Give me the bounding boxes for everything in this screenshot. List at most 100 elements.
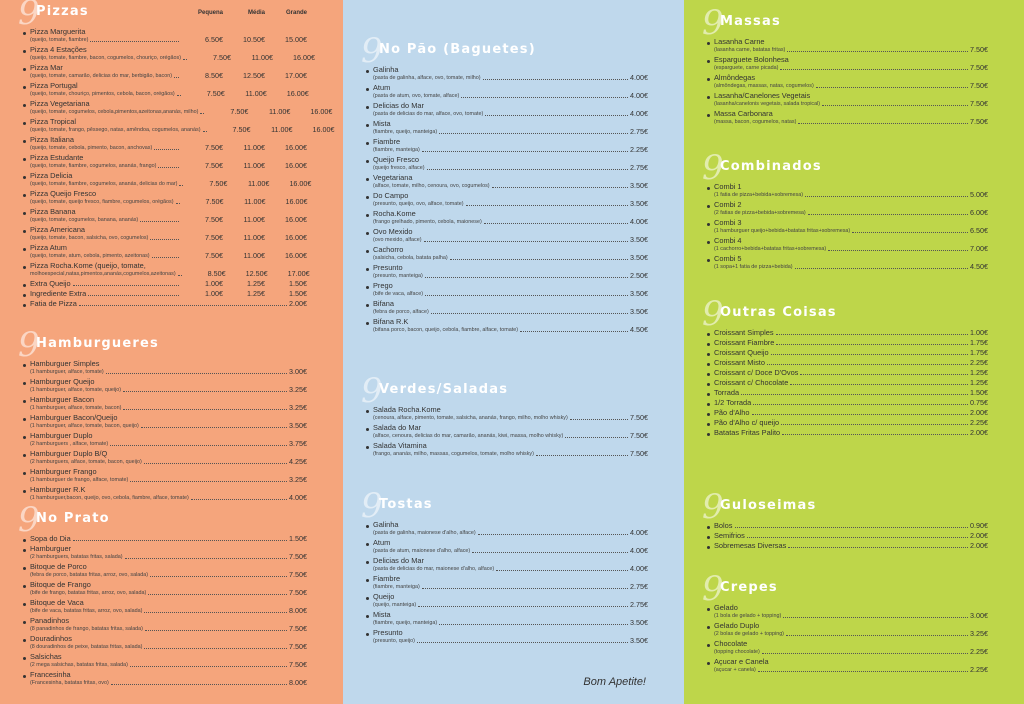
item-description: (1 hamburguer, alface, tomate, queijo) (30, 387, 122, 393)
section-tostas: 9 Tostas Galinha (pasta de galinha, maion… (361, 489, 648, 647)
price-small: 7.50€ (205, 161, 223, 170)
dot-leader (734, 527, 968, 528)
item-prices: 7.50€ 11.00€ 16.00€ (206, 108, 332, 116)
item-description: (pasta de delicias do mar, maionese d'al… (373, 566, 495, 572)
dot-leader (144, 648, 287, 649)
item-name: Pizza Estudante (30, 153, 84, 162)
menu-item: Lasanha Carne (lasanha carne, batatas fri… (706, 38, 988, 54)
price-medium: 11.00€ (247, 179, 270, 188)
menu-item: Hamburguer Duplo (2 hamburguers , alface,… (22, 432, 307, 448)
item-name: Atum (373, 538, 391, 547)
dot-leader (781, 424, 968, 425)
section-pizzas: 9 Pizzas Pequena Média Grande Pizza Marg… (18, 0, 335, 310)
price-large: 16.00€ (285, 161, 307, 170)
pizza-list: Pizza Marguerita (queijo, tomate, fiambre… (22, 28, 335, 308)
other-items-list: Croissant Simples 1.00€ Croissant Fiambre 1… (706, 329, 988, 437)
item-name: Semifrios (714, 531, 745, 540)
item-detail-line: (febra de porco, batatas fritas, arroz, … (30, 571, 307, 579)
dot-leader (565, 437, 628, 438)
item-description: (pasta de galinha, alface, ovo, tomate, … (373, 75, 481, 81)
dot-leader (785, 635, 968, 636)
item-name: Hamburguer Simples (30, 359, 100, 368)
pizza-item: Pizza Rocha.Kome (queijo, tomate, molhoes… (22, 262, 310, 278)
item-price: 3.50€ (289, 421, 307, 430)
item-name: Lasanha/Canelones Vegetais (714, 91, 811, 100)
item-name: Delicias do Mar (373, 556, 424, 565)
item-name: 1/2 Torrada (714, 398, 752, 407)
item-price: 4.00€ (630, 73, 648, 82)
dot-leader (828, 250, 968, 251)
menu-item: Croissant c/ Chocolate 1.25€ (706, 379, 988, 387)
price-medium: 11.00€ (245, 89, 267, 98)
item-name: Hamburguer Frango (30, 467, 97, 476)
item-description: (queijo, tomate, fiambre, cogumelos, ana… (30, 163, 157, 169)
pizza-item: Pizza Vegetariana (queijo, tomate, cogume… (22, 100, 332, 116)
item-name: Pizza Italiana (30, 135, 74, 144)
item-price: 3.25€ (289, 475, 307, 484)
dot-leader (418, 606, 628, 607)
item-prices: 7.50€ 11.00€ 16.00€ (181, 252, 307, 260)
item-prices: 7.50€ 11.00€ 16.00€ (182, 198, 308, 206)
item-description: (queijo, tomate, queijo fresco, fiambre,… (30, 199, 174, 205)
price-small: 8.50€ (205, 71, 223, 80)
section-hamburgueres: 9 Hamburgueres Hamburguer Simples (1 hamb… (18, 328, 307, 504)
item-price: 4.50€ (970, 262, 988, 271)
item-name: Pizza 4 Estações (30, 45, 87, 54)
item-detail-line: (pasta de galinha, maionese d'alho, alfa… (373, 529, 648, 537)
price-medium: 11.00€ (243, 215, 265, 224)
item-name: Croissant c/ Chocolate (714, 378, 789, 387)
item-price: 2.00€ (970, 531, 988, 540)
menu-item: Hamburguer Duplo B/Q (2 hamburguers, alfa… (22, 450, 307, 466)
menu-item: Hamburguer Bacon/Queijo (1 hamburguer, al… (22, 414, 307, 430)
item-price: 3.50€ (630, 235, 648, 244)
item-name: Croissant Fiambre (714, 338, 775, 347)
size-header-medium: Média (247, 10, 265, 16)
price-small: 7.50€ (205, 215, 223, 224)
item-name: Bifana (373, 299, 394, 308)
section-title: 9 Crepes (702, 572, 988, 606)
item-detail-line: (alface, cenoura, delicias do mar, camar… (373, 432, 648, 440)
item-detail-line: 1/2 Torrada 0.75€ (714, 399, 988, 407)
pasta-list: Lasanha Carne (lasanha carne, batatas fri… (706, 38, 988, 126)
price-small: 1.00€ (205, 279, 223, 288)
item-detail-line: (fiambre, queijo, manteiga) 2.75€ (373, 128, 648, 136)
item-detail-line: (pasta de atum, ovo, tomate, alface) 4.00… (373, 92, 648, 100)
dot-leader (421, 151, 628, 152)
section-title: 9 Pizzas Pequena Média Grande (18, 0, 307, 30)
menu-item: Salada Rocha.Kome (cenoura, alface, pimen… (365, 406, 648, 422)
item-name: Sopa do Dia (30, 534, 71, 543)
dot-leader (782, 434, 968, 435)
item-name: Hamburguer (30, 544, 72, 553)
item-description: (1 bola de gelado + topping) (714, 613, 782, 619)
item-description: (fiambre, queijo, manteiga) (373, 129, 438, 135)
price-large: 16.00€ (289, 179, 312, 188)
item-description: (8 panadinhos de frango, batatas fritas,… (30, 626, 143, 632)
item-detail-line: (2 bolas de gelado + topping) 3.25€ (714, 630, 988, 638)
item-name: Fatia de Pizza (30, 299, 77, 308)
item-detail-line: (almôndegas, massas, natas, cogumelos) 7.… (714, 82, 988, 90)
item-description: (ovo mexido, alface) (373, 237, 422, 243)
price-large: 16.00€ (293, 53, 316, 62)
item-price: 8.00€ (289, 606, 307, 615)
item-name: Massa Carbonara (714, 109, 773, 118)
pizza-item: Pizza 4 Estações (queijo, tomate, fiambre… (22, 45, 315, 62)
price-medium: 12.50€ (245, 269, 268, 278)
price-large: 16.00€ (285, 143, 307, 152)
dot-leader (88, 295, 179, 296)
menu-item: Bitoque de Vaca (bife de vaca, batatas fr… (22, 599, 307, 615)
section-guloseimas: 9 Guloseimas Bolos 0.90€ Semifrios 2.00€ Sob… (702, 490, 988, 552)
section-heading: Verdes/Saladas (379, 382, 509, 397)
dot-leader (78, 305, 287, 306)
item-description: (queijo fresco, alface) (373, 165, 425, 171)
item-name: Pizza Queijo Fresco (30, 189, 97, 198)
item-description: (açucar + canela) (714, 667, 756, 673)
item-detail-line: (queijo, manteiga) 2.75€ (373, 601, 648, 609)
item-detail-line: (queijo, tomate, fiambre, bacon, cogumel… (30, 54, 315, 62)
item-price: 7.50€ (630, 449, 648, 458)
dot-leader (822, 105, 968, 106)
item-detail-line: (2 fatias de pizza+bebida+sobremesa) 6.00… (714, 209, 988, 217)
item-name: Extra Queijo (30, 279, 71, 288)
item-description: (pasta de atum, maionese d'alho, alface) (373, 548, 471, 554)
swirl-decoration-icon: 9 (18, 0, 40, 33)
pizza-item: Pizza Portugal (queijo, tomate, chouriço,… (22, 82, 309, 98)
